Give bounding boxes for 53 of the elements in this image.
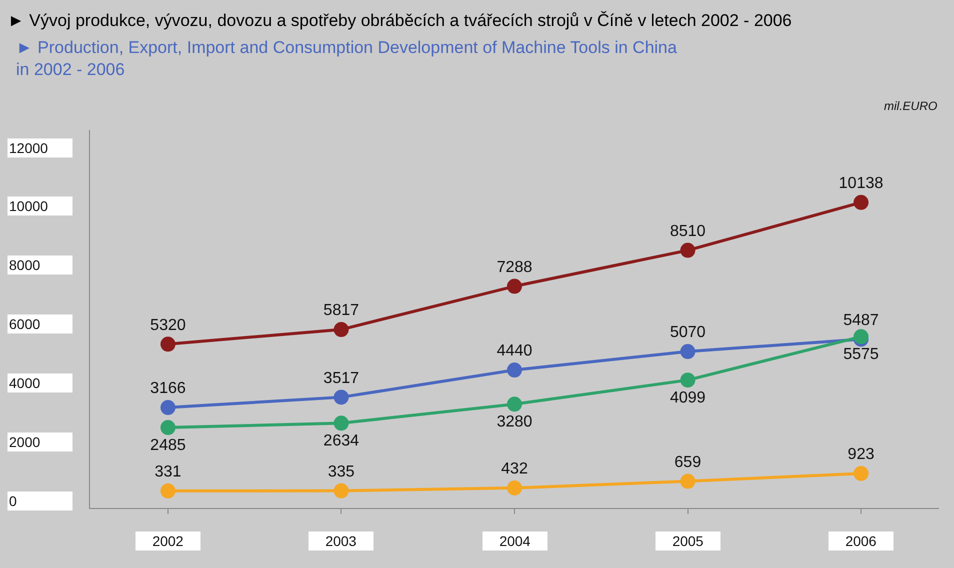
data-label: 8510 [670,222,706,240]
point [334,390,349,405]
y-tick-label: 8000 [9,257,40,273]
point [680,242,696,258]
data-label: 5320 [150,316,186,334]
data-label: 7288 [496,258,532,276]
point [160,336,176,352]
point [854,194,869,210]
chart-subtitle: ► Production, Export, Import and Consumption Development of Machine Tools in China in 2002 - 2006 [16,38,678,80]
data-label: 4440 [496,342,532,360]
point [334,416,349,431]
data-label: 659 [674,454,702,471]
x-tick-label: 2005 [672,533,704,549]
data-label: 4099 [670,389,706,406]
y-tick-label: 12000 [9,140,48,156]
chart-title: ► Vývoj produkce, vývozu, dovozu a spotřeby obráběcích a tvářecích strojů v Číně v letech 2002 - 2006 [8,11,792,30]
point [160,420,176,436]
data-label: 5817 [323,302,360,320]
data-label: 3166 [150,380,186,398]
point [680,344,696,360]
point [680,372,696,388]
point [334,322,349,338]
data-label: 335 [328,463,355,480]
point [160,400,176,416]
y-tick-label: 0 [9,493,17,509]
data-label: 5575 [843,346,879,364]
point [334,483,349,498]
x-tick-label: 2002 [152,533,184,549]
data-label: 5487 [843,312,879,329]
y-tick-label: 6000 [9,316,40,332]
data-label: 3517 [323,370,360,387]
y-tick-label: 2000 [9,434,40,450]
x-tick-label: 2003 [325,533,357,549]
data-label: 923 [848,446,874,464]
x-tick-label: 2006 [845,533,877,549]
y-tick-label: 10000 [9,198,48,214]
x-tick-label: 2004 [499,533,531,549]
point [507,278,522,294]
point [507,362,522,378]
data-label: 331 [154,464,182,481]
data-label: 10138 [838,175,884,192]
point [507,480,522,496]
point [854,466,869,481]
data-label: 432 [501,460,528,478]
y-tick-label: 4000 [9,375,40,391]
point [507,396,522,412]
data-label: 2485 [150,436,186,454]
data-label: 5070 [670,324,706,342]
point [160,483,176,498]
point [680,474,696,489]
data-label: 3280 [496,414,532,431]
text: mil.EURO [884,99,938,113]
data-label: 2634 [323,432,360,450]
